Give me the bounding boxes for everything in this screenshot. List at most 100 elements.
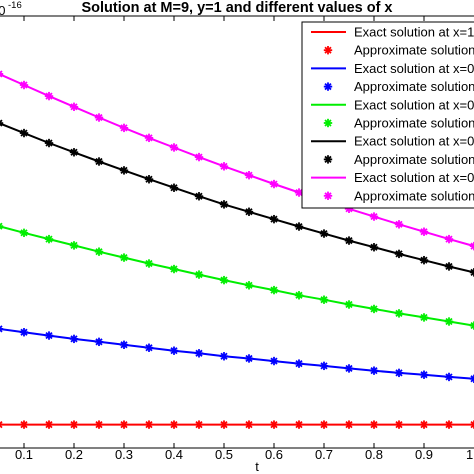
legend-marker-swatch bbox=[323, 155, 333, 164]
legend-item: Approximate solution at x=1 bbox=[323, 43, 474, 58]
series-5-point bbox=[419, 227, 429, 236]
legend-label: Exact solution at x=0 bbox=[354, 134, 474, 149]
x-tick-label: 0.8 bbox=[365, 447, 383, 462]
series-5-point bbox=[0, 70, 4, 78]
series-3-point bbox=[394, 309, 404, 318]
series-5-point bbox=[144, 133, 154, 143]
series-2-point bbox=[219, 352, 229, 361]
series-2-point bbox=[69, 334, 79, 344]
exponent-power: -16 bbox=[8, 0, 22, 11]
legend-marker-swatch bbox=[323, 82, 333, 91]
legend-item: Approximate solution bbox=[323, 79, 474, 94]
series-2-point bbox=[294, 359, 304, 368]
series-2-point bbox=[269, 356, 279, 366]
legend-item: Approximate solution bbox=[323, 188, 474, 203]
series-4-point bbox=[319, 229, 329, 238]
series-line-2 bbox=[0, 328, 474, 380]
x-tick-label: 0.9 bbox=[415, 447, 433, 462]
series-1-point bbox=[219, 420, 229, 429]
series-line-3 bbox=[0, 225, 474, 327]
series-2-point bbox=[19, 328, 29, 337]
title-layer: Solution at M=9, y=1 and different value… bbox=[0, 0, 393, 474]
series-4-point bbox=[69, 148, 79, 157]
series-1-point bbox=[194, 420, 204, 429]
x-tick-label: 0.4 bbox=[165, 447, 183, 462]
series-5-point bbox=[169, 143, 179, 152]
series-4-point bbox=[144, 175, 154, 184]
series-1-point bbox=[44, 420, 54, 429]
series-2-point bbox=[244, 354, 254, 363]
series-2-point bbox=[469, 374, 474, 383]
series-3-point bbox=[169, 264, 179, 274]
series-5-point bbox=[469, 241, 474, 251]
series-2-point bbox=[169, 346, 179, 355]
series-3-point bbox=[19, 228, 29, 238]
legend-label: Exact solution at x=1 bbox=[354, 25, 474, 40]
series-3-point bbox=[344, 300, 354, 309]
x-tick-label: 0.7 bbox=[315, 447, 333, 462]
series-4-point bbox=[469, 268, 474, 277]
series-4-point bbox=[19, 128, 29, 138]
series-1-point bbox=[244, 420, 254, 429]
x-tick-label: 0.5 bbox=[215, 447, 233, 462]
series-1-point bbox=[169, 420, 179, 429]
series-3-point bbox=[119, 253, 129, 262]
series-4-point bbox=[194, 192, 204, 201]
legend-label: Approximate solution bbox=[354, 152, 474, 167]
series-5-point bbox=[394, 220, 404, 229]
legend-marker-swatch bbox=[323, 118, 333, 128]
series-1-point bbox=[144, 420, 154, 429]
series-5-point bbox=[244, 170, 254, 180]
series-4-point bbox=[0, 119, 4, 127]
series-5-point bbox=[219, 162, 229, 171]
legend-item: Exact solution at x=1 bbox=[311, 25, 474, 40]
legend-item: Exact solution at x=0 bbox=[311, 170, 474, 185]
legend-item: Exact solution at x=0 bbox=[311, 134, 474, 149]
series-4-point bbox=[169, 183, 179, 192]
series-5-point bbox=[444, 234, 454, 244]
series-1-point bbox=[19, 420, 29, 429]
legend-marker-swatch bbox=[323, 46, 333, 55]
chart-title: Solution at M=9, y=1 and different value… bbox=[81, 0, 392, 16]
series-1-point bbox=[419, 420, 429, 429]
series-layer bbox=[0, 70, 474, 429]
series-4-point bbox=[419, 255, 429, 265]
series-2-point bbox=[144, 343, 154, 352]
series-3-point bbox=[44, 234, 54, 244]
series-5-point bbox=[269, 179, 279, 189]
series-1-point bbox=[119, 420, 129, 429]
series-4-point bbox=[219, 200, 229, 209]
series-3-point bbox=[419, 313, 429, 322]
series-2-point bbox=[369, 366, 379, 375]
series-4-point bbox=[44, 138, 54, 148]
series-2-point bbox=[444, 372, 454, 382]
series-3-point bbox=[244, 281, 254, 290]
series-3-point bbox=[444, 317, 454, 326]
series-1-point bbox=[319, 420, 329, 429]
legend-label: Approximate solution bbox=[354, 79, 474, 94]
series-2-point bbox=[344, 364, 354, 373]
legend-item: Exact solution at x=0 bbox=[311, 61, 474, 76]
series-2-point bbox=[94, 337, 104, 347]
plot-area bbox=[0, 15, 474, 449]
series-2-point bbox=[0, 325, 4, 333]
legend-label: Approximate solution bbox=[354, 116, 474, 131]
series-2-point bbox=[44, 331, 54, 340]
series-2-point bbox=[419, 370, 429, 379]
x-tick-label: 0.1 bbox=[15, 447, 33, 462]
series-1-point bbox=[344, 420, 354, 429]
exponent-base: 10 bbox=[0, 3, 5, 18]
legend-label: Exact solution at x=0 bbox=[354, 97, 474, 112]
series-1-point bbox=[369, 420, 379, 429]
legend-item: Exact solution at x=0 bbox=[311, 97, 474, 112]
series-3-point bbox=[369, 304, 379, 314]
legend: Exact solution at x=1 Approximate solutio… bbox=[301, 21, 474, 209]
series-3-point bbox=[144, 259, 154, 268]
legend-items: Exact solution at x=1 Approximate solutio… bbox=[311, 25, 474, 203]
series-1-point bbox=[94, 420, 104, 429]
series-5-point bbox=[369, 212, 379, 221]
series-1-point bbox=[294, 420, 304, 429]
series-3-point bbox=[194, 270, 204, 279]
series-5-point bbox=[69, 102, 79, 112]
